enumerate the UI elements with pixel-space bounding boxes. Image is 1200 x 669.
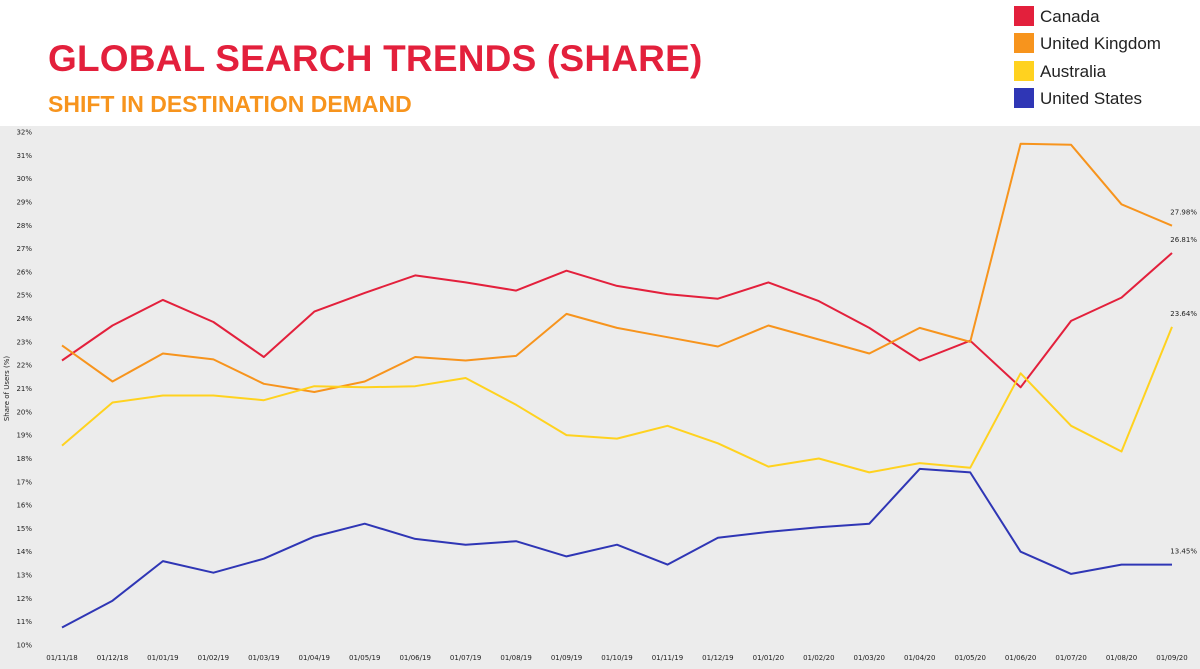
x-tick-label: 01/09/19 [551, 654, 582, 662]
y-tick-label: 19% [16, 432, 32, 440]
y-tick-label: 28% [16, 222, 32, 230]
series-line-australia [61, 326, 1173, 474]
y-tick-label: 15% [16, 525, 32, 533]
x-tick-label: 01/08/19 [500, 654, 531, 662]
legend-label: Canada [1040, 7, 1100, 26]
series-line-canada [61, 252, 1173, 389]
x-tick-label: 01/11/19 [652, 654, 683, 662]
y-tick-label: 27% [16, 245, 32, 253]
x-tick-label: 01/07/19 [450, 654, 481, 662]
legend-swatch-united-kingdom [1014, 33, 1034, 53]
chart-subtitle: SHIFT IN DESTINATION DEMAND [48, 91, 412, 117]
y-tick-label: 23% [16, 338, 32, 346]
x-tick-label: 01/10/19 [601, 654, 632, 662]
x-tick-label: 01/01/19 [147, 654, 178, 662]
x-tick-label: 01/06/20 [1005, 654, 1036, 662]
series-line-united-states [61, 467, 1172, 629]
y-tick-label: 13% [16, 572, 32, 580]
y-tick-label: 10% [16, 642, 32, 650]
x-tick-label: 01/07/20 [1055, 654, 1086, 662]
y-tick-label: 32% [16, 129, 32, 137]
x-tick-label: 01/04/19 [299, 654, 330, 662]
x-tick-label: 01/02/19 [198, 654, 229, 662]
legend-swatch-united-states [1014, 88, 1034, 108]
y-tick-label: 29% [16, 198, 32, 206]
legend-swatch-canada [1014, 6, 1034, 26]
y-tick-label: 22% [16, 362, 32, 370]
y-axis-label: Share of Users (%) [3, 356, 11, 422]
chart-title: GLOBAL SEARCH TRENDS (SHARE) [48, 38, 703, 79]
y-tick-label: 31% [16, 152, 32, 160]
y-tick-label: 24% [16, 315, 32, 323]
y-tick-label: 11% [16, 618, 32, 626]
end-label-united-states: 13.45% [1170, 548, 1197, 556]
y-tick-label: 21% [16, 385, 32, 393]
legend: Canada United Kingdom Australia United S… [978, 0, 1200, 126]
x-tick-label: 01/12/19 [702, 654, 733, 662]
end-label-australia: 23.64% [1170, 310, 1197, 318]
legend-label: Australia [1040, 62, 1107, 81]
title-panel: GLOBAL SEARCH TRENDS (SHARE) SHIFT IN DE… [0, 0, 978, 126]
y-tick-label: 26% [16, 268, 32, 276]
x-tick-label: 01/02/20 [803, 654, 834, 662]
x-tick-label: 01/03/19 [248, 654, 279, 662]
x-tick-label: 01/05/20 [954, 654, 985, 662]
x-tick-label: 01/09/20 [1156, 654, 1187, 662]
x-tick-label: 01/01/20 [753, 654, 784, 662]
y-tick-label: 14% [16, 548, 32, 556]
y-tick-label: 30% [16, 175, 32, 183]
x-tick-label: 01/04/20 [904, 654, 935, 662]
y-tick-label: 25% [16, 292, 32, 300]
end-label-united-kingdom: 27.98% [1170, 209, 1197, 217]
x-tick-label: 01/06/19 [399, 654, 430, 662]
y-tick-label: 17% [16, 478, 32, 486]
end-label-canada: 26.81% [1170, 236, 1197, 244]
y-tick-label: 20% [16, 408, 32, 416]
y-tick-label: 16% [16, 502, 32, 510]
x-tick-label: 01/03/20 [854, 654, 885, 662]
legend-label: United Kingdom [1040, 34, 1161, 53]
y-tick-label: 12% [16, 595, 32, 603]
legend-swatch-australia [1014, 61, 1034, 81]
legend-label: United States [1040, 89, 1143, 108]
x-tick-label: 01/11/18 [46, 654, 77, 662]
series-line-united-kingdom [61, 142, 1173, 393]
x-tick-label: 01/05/19 [349, 654, 380, 662]
y-tick-label: 18% [16, 455, 32, 463]
x-tick-label: 01/12/18 [97, 654, 128, 662]
x-tick-label: 01/08/20 [1106, 654, 1137, 662]
